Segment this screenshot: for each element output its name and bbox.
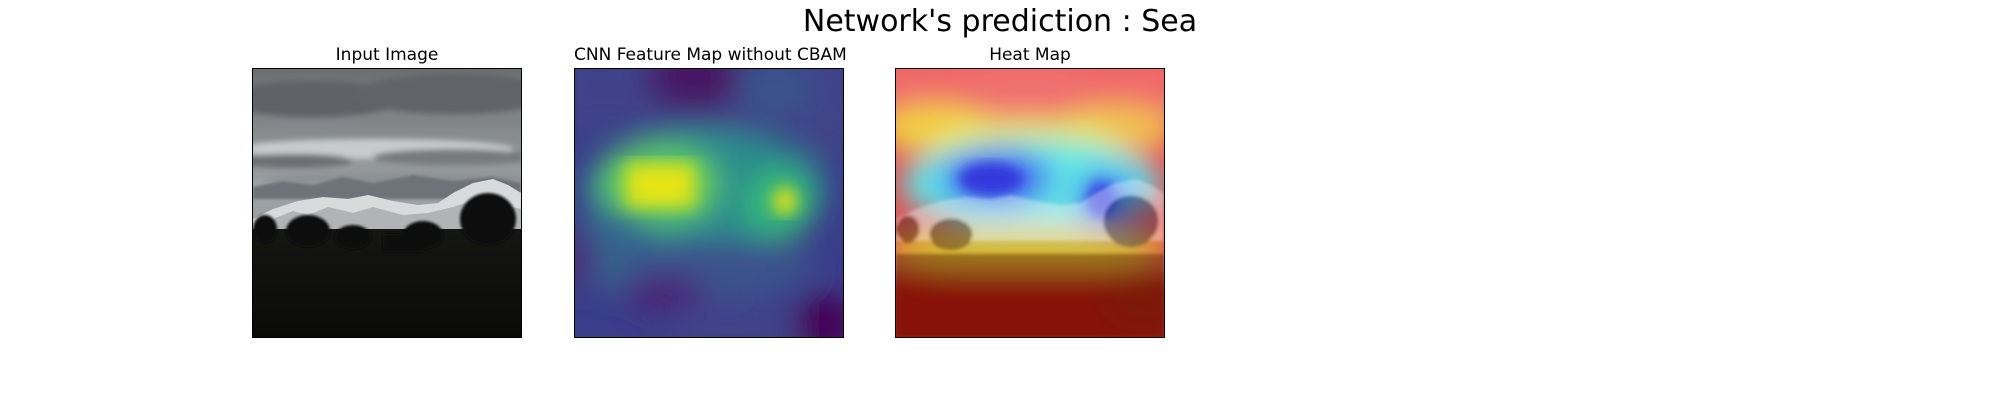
heat-map-panel: Heat Map xyxy=(895,45,1165,338)
input-image-panel: Input Image xyxy=(252,45,522,338)
heat-map-image xyxy=(895,68,1165,338)
feature-map-image xyxy=(574,68,844,338)
input-image-title: Input Image xyxy=(335,45,439,65)
feature-map-title: CNN Feature Map without CBAM xyxy=(574,45,847,65)
input-image xyxy=(252,68,522,338)
feature-map-panel: CNN Feature Map without CBAM xyxy=(574,45,847,338)
heat-map-title: Heat Map xyxy=(989,45,1071,65)
figure-title: Network's prediction : Sea xyxy=(802,4,1198,39)
